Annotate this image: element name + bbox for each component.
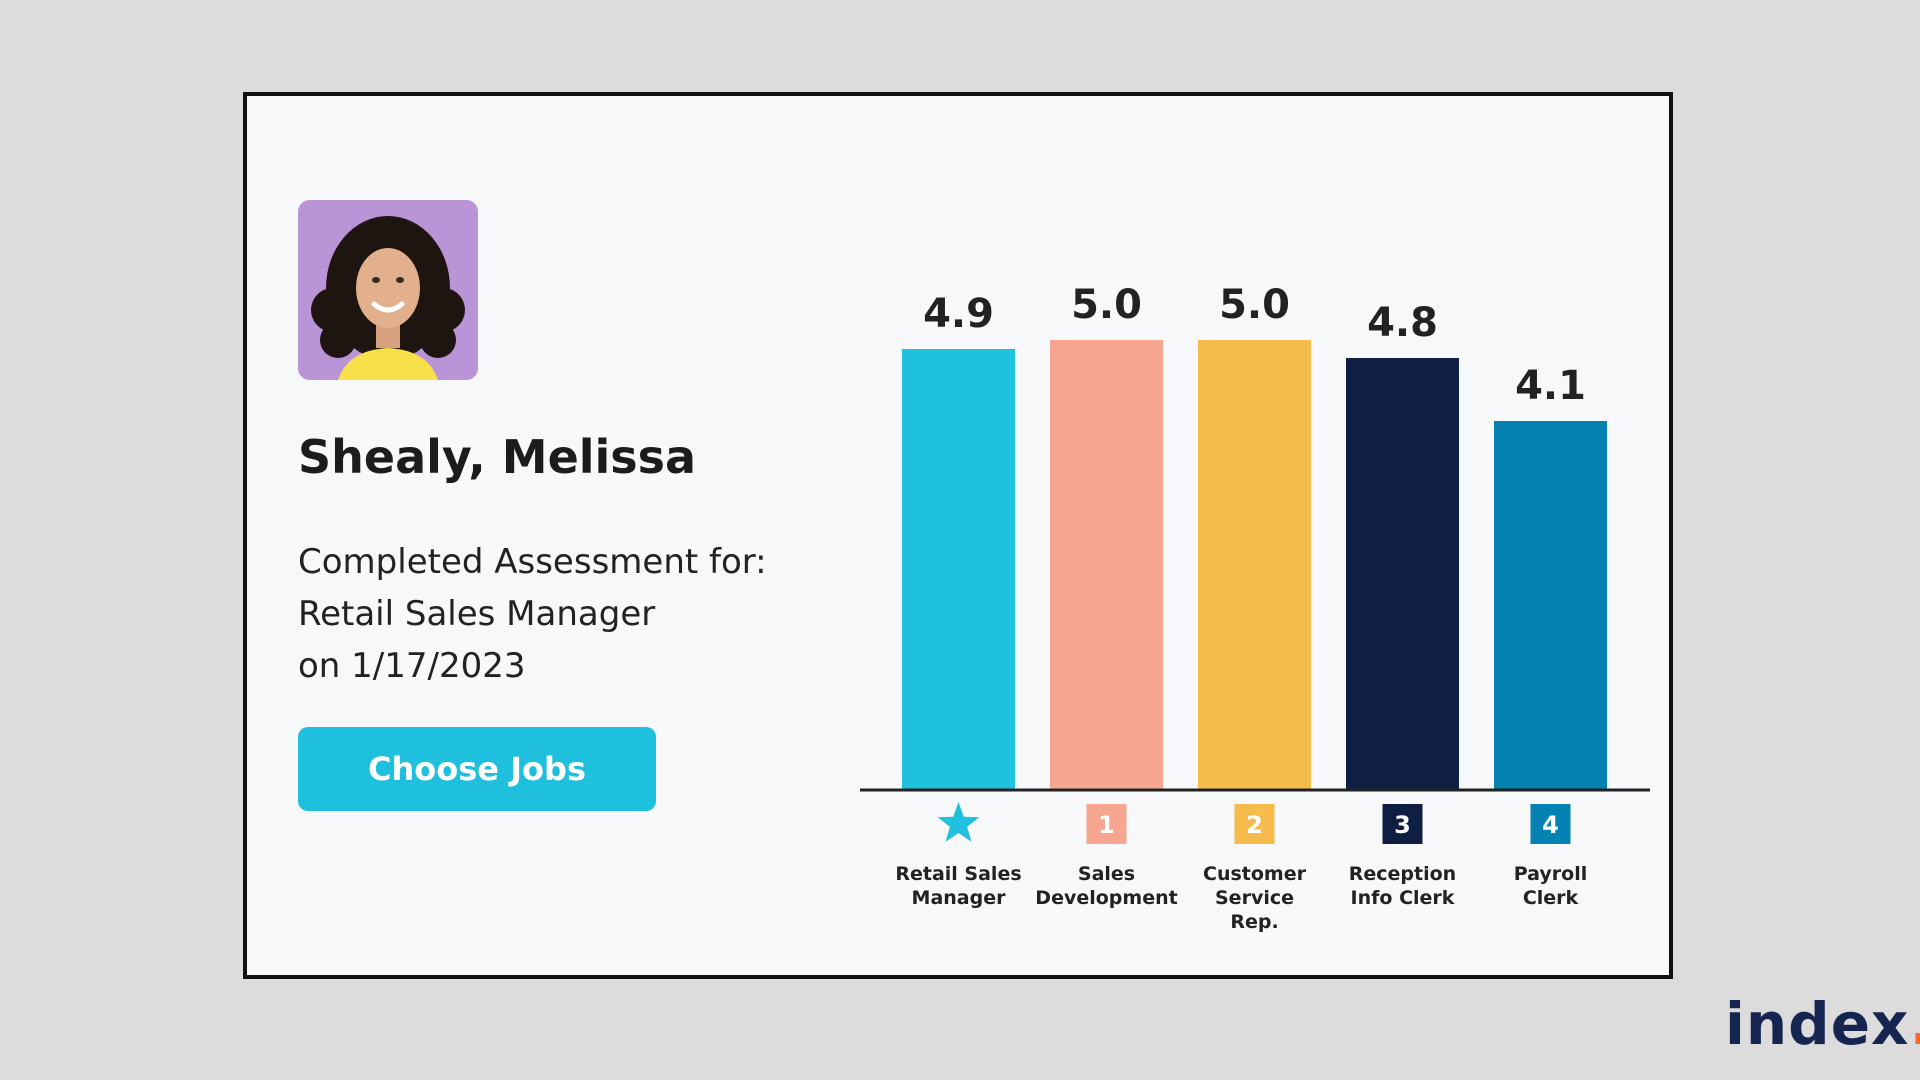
chart-value-label: 5.0 [1071,282,1142,328]
chart-rank-badge [1086,804,1127,844]
chart-value-label: 4.1 [1515,363,1586,409]
star-icon [937,802,980,842]
assessment-description: Completed Assessment for: Retail Sales M… [298,536,767,692]
chart-category-label: Rep. [1230,911,1278,933]
chart-value-label: 4.8 [1367,300,1438,346]
chart-rank-badge-label: 1 [1098,811,1115,839]
person-portrait-icon [298,200,478,380]
chart-value-label: 4.9 [923,291,994,337]
chart-bar [902,349,1015,790]
chart-category-label: Manager [912,887,1007,909]
chart-category-label: Retail Sales [895,863,1021,885]
chart-category-label: Service [1215,887,1294,909]
chart-rank-badge-label: 4 [1542,811,1559,839]
chart-rank-badge [1530,804,1571,844]
chart-rank-badge-label: 3 [1394,811,1411,839]
avatar [298,200,478,380]
chart-rank-badge-label: 2 [1246,811,1263,839]
chart-rank-badge [1234,804,1275,844]
chart-rank-badge [1382,804,1423,844]
chart-bar [1198,340,1311,790]
chart-category-label: Reception [1349,863,1456,885]
chart-category-label: Payroll [1514,863,1588,885]
chart-category-label: Customer [1203,863,1307,885]
brand-logo-text: index [1725,990,1910,1058]
assessment-line-3: on 1/17/2023 [298,646,526,686]
chart-value-label: 5.0 [1219,282,1290,328]
chart-category-label: Sales [1078,863,1135,885]
choose-jobs-button[interactable]: Choose Jobs [298,727,656,811]
brand-logo: index. [1725,990,1920,1058]
brand-logo-dot: . [1909,990,1920,1058]
chart-category-label: Clerk [1523,887,1579,909]
chart-bar [1494,421,1607,790]
chart-category-label: Development [1035,887,1177,909]
assessment-line-2: Retail Sales Manager [298,594,656,634]
candidate-name: Shealy, Melissa [298,430,697,484]
chart-bar [1050,340,1163,790]
chart-category-label: Info Clerk [1351,887,1455,909]
chart-bar [1346,358,1459,790]
assessment-line-1: Completed Assessment for: [298,542,767,582]
